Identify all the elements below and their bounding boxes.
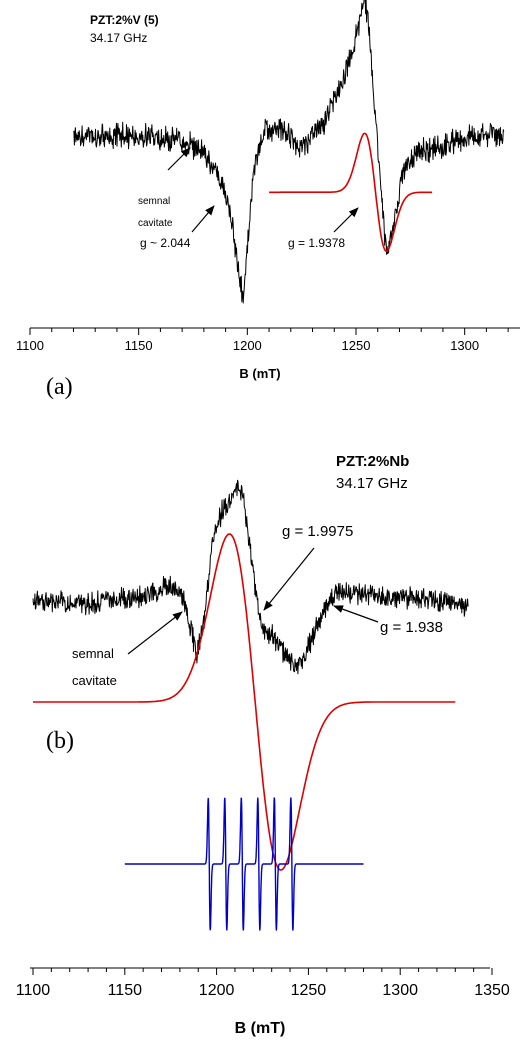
panel-b-g1938-arrow	[333, 605, 379, 623]
x-tick-label: 1200	[233, 338, 262, 353]
panel-b-series-hyperfine-2	[124, 797, 364, 931]
x-tick-label: 1250	[291, 982, 327, 999]
panel-b-series-noisy-0	[32, 479, 469, 675]
panel-a-series-group	[73, 0, 505, 304]
x-tick-label: 1300	[450, 338, 479, 353]
panel-a-label: (a)	[46, 374, 73, 400]
panel-a-cavity-label-line1: semnal	[138, 196, 170, 207]
panel-a-series-derivative-1	[268, 132, 433, 252]
panel-a-cavity-label-line2: cavitate	[138, 218, 173, 229]
panel-a-cavity-arrow	[167, 147, 191, 171]
x-tick-label: 1200	[199, 982, 235, 999]
x-tick-label: 1100	[16, 982, 51, 999]
panel-b-g1938-label: g = 1.938	[380, 619, 443, 636]
panel-b-cavity-label-line1: semnal	[72, 646, 114, 661]
x-tick-label: 1150	[125, 338, 153, 353]
panel-a-g19378-label: g = 1.9378	[288, 236, 345, 250]
panel-b-label: (b)	[46, 728, 74, 754]
panel-a-x-axis-label: B (mT)	[239, 366, 280, 381]
x-tick-label: 1300	[382, 982, 418, 999]
panel-b-cavity-arrow	[127, 611, 183, 655]
panel-a-subtitle: 34.17 GHz	[90, 31, 147, 45]
x-tick-label: 1150	[108, 982, 143, 999]
x-tick-label: 1250	[342, 338, 371, 353]
panel-b: PZT:2%Nb 34.17 GHz g = 1.9975 semnal cav…	[16, 453, 510, 1037]
panel-a-g19378-arrow	[333, 207, 359, 233]
panel-b-x-axis-label: B (mT)	[235, 1020, 286, 1037]
panel-a: PZT:2%V (5) 34.17 GHz semnal cavitate g …	[16, 0, 520, 400]
panel-b-cavity-label-line2: cavitate	[72, 673, 117, 688]
panel-a-x-ticks: 1100 1150 1200 1250 1300	[16, 328, 509, 353]
panel-a-series-noisy-0	[73, 0, 505, 304]
panel-b-series-derivative-1	[33, 533, 456, 871]
panel-b-series-group	[32, 479, 469, 931]
panel-b-title: PZT:2%Nb	[336, 453, 409, 470]
panel-a-g2044-arrow	[191, 205, 215, 233]
panel-b-subtitle: 34.17 GHz	[336, 475, 408, 492]
x-tick-label: 1350	[474, 982, 510, 999]
panel-a-title: PZT:2%V (5)	[90, 13, 159, 27]
x-tick-label: 1100	[16, 338, 44, 353]
panel-b-g19975-label: g = 1.9975	[282, 523, 353, 540]
panel-b-g19975-arrow	[263, 547, 315, 611]
panel-b-x-ticks: 1100 1150 1200 1250 1300 1350	[16, 968, 510, 999]
panel-a-g2044-label: g ~ 2.044	[140, 236, 191, 250]
